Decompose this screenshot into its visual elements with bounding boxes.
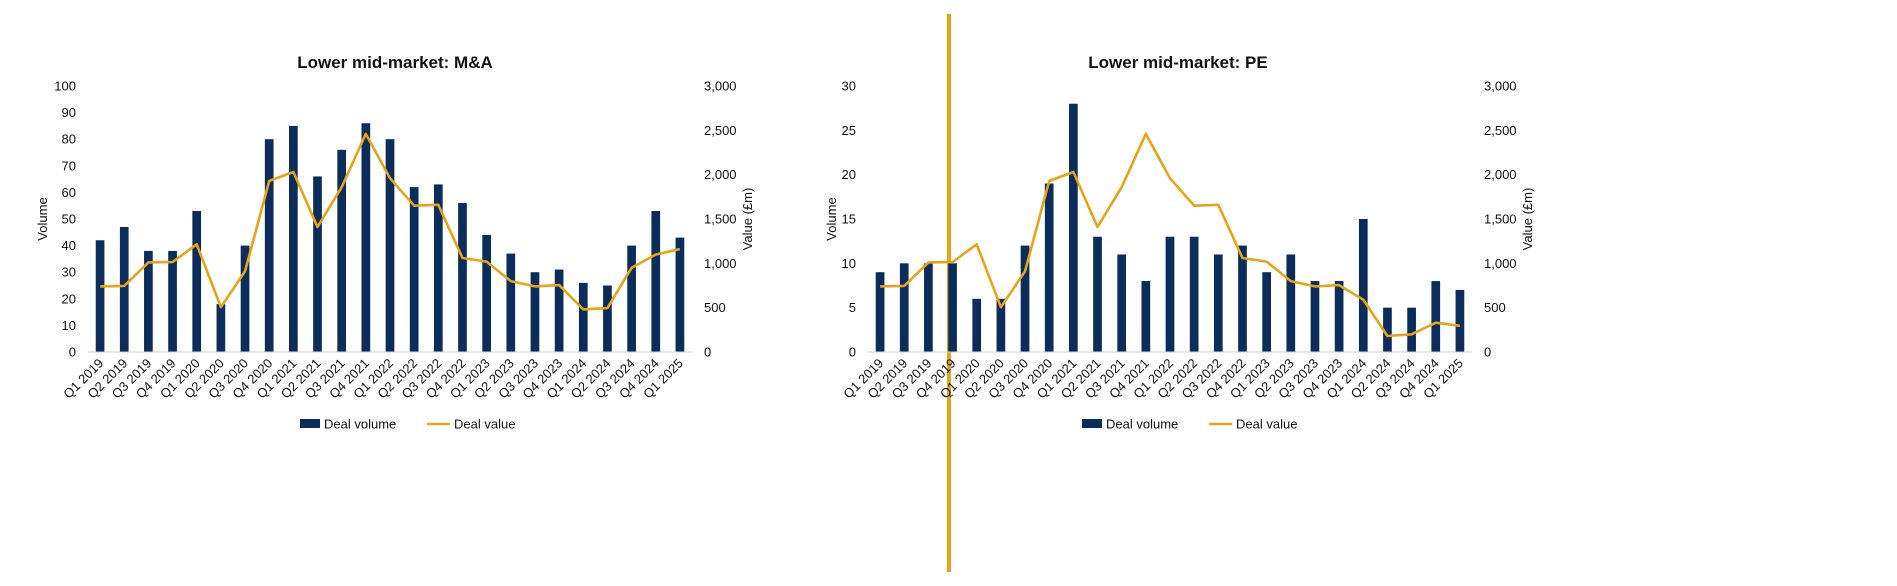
volume-bar xyxy=(996,298,1006,352)
volume-bar xyxy=(482,234,491,352)
volume-bar xyxy=(1141,281,1151,352)
volume-bar xyxy=(95,240,105,352)
y2-tick-label: 1,500 xyxy=(704,212,737,227)
y2-tick-label: 2,000 xyxy=(1484,167,1517,182)
y-tick-label: 10 xyxy=(842,256,856,271)
y2-tick-label: 1,000 xyxy=(704,256,737,271)
y2-tick-label: 1,000 xyxy=(1484,256,1517,271)
y-tick-label: 50 xyxy=(62,212,76,227)
volume-bar xyxy=(168,250,177,352)
chart-ma: Lower mid-market: M&A 0 10 20 30 40 50 60 70 80 90… xyxy=(35,53,755,432)
volume-bar xyxy=(433,184,443,352)
value-line xyxy=(100,132,681,311)
legend-label-value: Deal value xyxy=(454,417,515,432)
y2-axis-title: Value (£m) xyxy=(1520,188,1535,251)
chart-title: Lower mid-market: M&A xyxy=(297,53,493,72)
volume-bar xyxy=(264,139,274,352)
volume-bar xyxy=(1117,254,1127,352)
volume-bar xyxy=(627,245,636,352)
y-tick-label: 90 xyxy=(62,105,76,120)
volume-bar xyxy=(1334,281,1344,352)
volume-bar xyxy=(603,285,612,352)
volume-bar xyxy=(1431,281,1441,352)
y-tick-label: 40 xyxy=(62,238,76,253)
volume-bar xyxy=(1020,245,1030,352)
volume-bar xyxy=(192,211,202,352)
volume-bar xyxy=(530,272,540,352)
y-tick-label: 30 xyxy=(62,265,76,280)
volume-bar xyxy=(578,282,588,352)
volume-bar xyxy=(924,263,933,352)
volume-bar xyxy=(875,272,885,352)
y2-tick-label: 3,000 xyxy=(704,79,737,94)
y-tick-label: 100 xyxy=(54,79,76,94)
legend-label-volume: Deal volume xyxy=(1106,417,1178,432)
volume-bar xyxy=(385,139,395,352)
volume-bar xyxy=(1093,236,1102,352)
volume-bar xyxy=(972,298,982,352)
y2-axis-title: Value (£m) xyxy=(740,188,755,251)
volume-bar xyxy=(361,123,371,353)
chart-pe: Lower mid-market: PE 0 5 10 15 20 25 30 0 500 1,00… xyxy=(824,53,1535,432)
volume-bar xyxy=(1238,245,1247,352)
volume-bar xyxy=(1383,307,1392,352)
volume-bar xyxy=(1262,272,1271,352)
volume-bar xyxy=(506,253,516,352)
volume-bar xyxy=(1069,103,1078,352)
volume-bar xyxy=(1044,183,1054,352)
y-tick-label: 80 xyxy=(62,132,76,147)
y2-tick-label: 500 xyxy=(704,300,726,315)
y2-tick-label: 2,500 xyxy=(704,123,737,138)
volume-bar xyxy=(1189,236,1199,352)
volume-bar xyxy=(651,211,661,352)
y-axis-title: Volume xyxy=(824,197,839,240)
volume-bar xyxy=(1213,254,1223,352)
y-tick-label: 30 xyxy=(842,79,856,94)
y2-tick-label: 0 xyxy=(704,345,711,360)
volume-bar xyxy=(144,250,153,352)
volume-bar xyxy=(240,245,250,352)
chart-title: Lower mid-market: PE xyxy=(1088,53,1268,72)
volume-bar xyxy=(409,187,419,352)
volume-bar xyxy=(313,176,322,352)
volume-bar xyxy=(337,149,347,352)
volume-bar xyxy=(458,203,467,352)
volume-bar xyxy=(1310,281,1320,352)
volume-bar xyxy=(289,125,298,353)
legend-swatch-volume xyxy=(1082,419,1102,428)
volume-bar xyxy=(899,263,909,352)
y2-tick-label: 2,500 xyxy=(1484,123,1517,138)
volume-bar xyxy=(1286,254,1296,352)
y-tick-label: 0 xyxy=(849,345,856,360)
y-axis-title: Volume xyxy=(35,197,50,240)
y-tick-label: 20 xyxy=(62,291,76,306)
y-tick-label: 15 xyxy=(842,212,856,227)
legend-swatch-volume xyxy=(300,419,320,428)
y-tick-label: 5 xyxy=(849,300,856,315)
volume-bar xyxy=(1407,307,1416,352)
y2-tick-label: 500 xyxy=(1484,300,1506,315)
volume-bar xyxy=(1165,236,1175,352)
volume-bar xyxy=(1358,219,1368,352)
legend-label-volume: Deal volume xyxy=(324,417,396,432)
value-line xyxy=(880,132,1461,338)
y-tick-label: 70 xyxy=(62,158,76,173)
volume-bar xyxy=(675,237,685,352)
legend-label-value: Deal value xyxy=(1236,417,1297,432)
y2-tick-label: 0 xyxy=(1484,345,1491,360)
y-tick-label: 25 xyxy=(842,123,856,138)
y2-tick-label: 3,000 xyxy=(1484,79,1517,94)
y2-tick-label: 2,000 xyxy=(704,167,737,182)
y-tick-label: 60 xyxy=(62,185,76,200)
volume-bar xyxy=(948,263,957,352)
volume-bar xyxy=(216,304,226,352)
volume-bar xyxy=(1455,289,1465,352)
y-tick-label: 0 xyxy=(69,345,76,360)
volume-bar xyxy=(119,226,129,352)
volume-bar xyxy=(554,269,564,352)
y2-tick-label: 1,500 xyxy=(1484,212,1517,227)
y-tick-label: 20 xyxy=(842,167,856,182)
y-tick-label: 10 xyxy=(62,318,76,333)
